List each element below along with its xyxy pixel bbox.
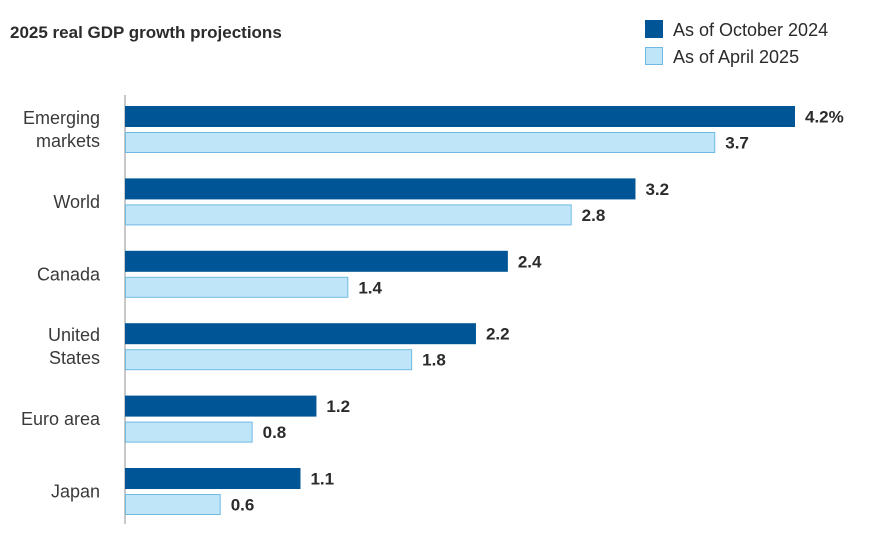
bar-japan-october-2024 [125,468,301,489]
bar-canada-april-2025 [125,276,349,298]
legend-swatch-october-2024 [645,20,663,38]
category-label-line: Emerging [23,108,100,128]
category-labels: Emerging markets World Canada United States Eu… [21,108,101,502]
legend-swatch-april-2025 [645,47,663,65]
category-label-canada: Canada [37,264,101,284]
value-label-japan-october-2024: 1.1 [310,470,334,489]
category-label-line: Euro area [21,409,101,429]
category-label-line: Canada [37,264,101,284]
legend-label-october-2024: As of October 2024 [673,20,828,40]
value-label-euro-area-october-2024: 1.2 [326,397,350,416]
category-label-world: World [53,192,100,212]
legend: As of October 2024 As of April 2025 [645,20,828,67]
value-label-emerging-markets-october-2024: 4.2% [805,108,844,127]
category-label-line: Japan [51,482,100,502]
bar-canada-october-2024 [125,250,508,272]
value-label-emerging-markets-april-2025: 3.7 [725,134,749,153]
bar-japan-april-2025 [125,494,221,515]
category-label-japan: Japan [51,482,100,502]
value-label-united-states-april-2025: 1.8 [422,351,446,370]
bars-layer [125,106,795,515]
bar-euro-area-april-2025 [125,421,253,443]
value-label-euro-area-april-2025: 0.8 [263,423,287,442]
bar-world-october-2024 [125,178,636,200]
value-label-canada-april-2025: 1.4 [358,278,382,297]
category-label-emerging-markets: Emerging markets [23,108,100,151]
category-label-euro-area: Euro area [21,409,101,429]
value-label-united-states-october-2024: 2.2 [486,325,510,344]
category-label-united-states: United States [48,325,100,368]
category-label-line: United [48,325,100,345]
legend-label-april-2025: As of April 2025 [673,47,799,67]
category-label-line: States [49,348,100,368]
value-label-japan-april-2025: 0.6 [231,496,255,515]
chart-title: 2025 real GDP growth projections [10,23,282,42]
bar-euro-area-october-2024 [125,395,317,417]
value-label-world-april-2025: 2.8 [582,206,606,225]
bar-emerging-markets-october-2024 [125,106,795,127]
labels-layer: 4.2% 3.7 3.2 2.8 2.4 1.4 2.2 1.8 1.2 0.8 1.1 0.6 [231,108,844,515]
bar-united-states-april-2025 [125,349,413,371]
bar-world-april-2025 [125,204,572,226]
category-label-line: World [53,192,100,212]
bar-emerging-markets-april-2025 [125,132,716,153]
value-label-world-october-2024: 3.2 [645,180,669,199]
value-label-canada-october-2024: 2.4 [518,252,542,271]
category-label-line: markets [36,131,100,151]
bar-united-states-october-2024 [125,323,476,345]
